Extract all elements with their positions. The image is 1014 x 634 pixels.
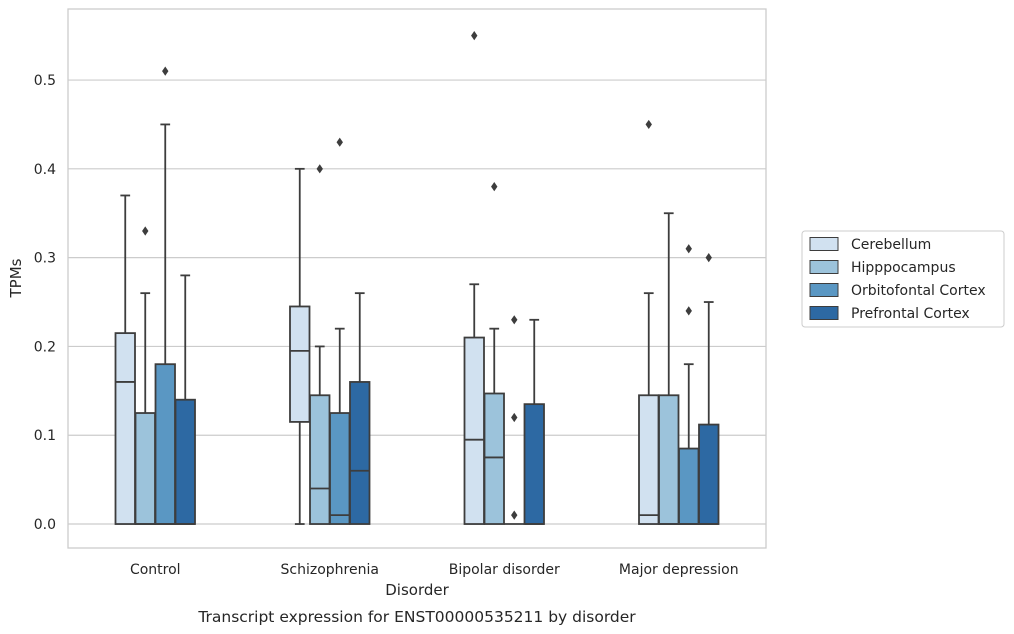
iqr-box xyxy=(309,394,331,525)
y-tick-label: 0.3 xyxy=(34,251,56,267)
y-tick-label: 0.4 xyxy=(34,162,56,178)
box-hipppocampus xyxy=(483,181,505,525)
legend-label: Cerebellum xyxy=(851,237,931,253)
iqr-box xyxy=(289,305,311,423)
y-axis-label: TPMs xyxy=(7,258,25,298)
legend-label: Prefrontal Cortex xyxy=(851,306,970,322)
iqr-box xyxy=(678,447,700,525)
box-hipppocampus xyxy=(134,226,156,525)
outlier-point xyxy=(511,412,518,423)
plot-frame xyxy=(67,8,767,549)
x-tick-label: Control xyxy=(130,562,181,578)
x-tick-label: Major depression xyxy=(619,562,739,578)
box-layer xyxy=(114,31,720,525)
outlier-point xyxy=(316,164,323,174)
iqr-box xyxy=(349,381,371,525)
legend-label: Hipppocampus xyxy=(851,260,956,276)
box-hipppocampus xyxy=(309,164,331,525)
legend-swatch xyxy=(809,237,839,251)
outlier-point xyxy=(685,244,692,254)
box-prefrontal-cortex xyxy=(349,292,371,525)
outlier-point xyxy=(491,181,498,192)
legend-frame xyxy=(801,230,1005,328)
outlier-point xyxy=(162,66,169,76)
box-cerebellum xyxy=(463,31,485,525)
x-tick-labels: Control Schizophrenia Bipolar disorder Majo… xyxy=(130,562,739,578)
outlier-point xyxy=(336,137,343,147)
legend: Cerebellum Hipppocampus Orbitofontal Corte… xyxy=(801,230,1005,328)
y-tick-label: 0.5 xyxy=(34,73,56,89)
outlier-point xyxy=(511,510,518,520)
x-axis-label: Disorder xyxy=(385,581,449,599)
iqr-box xyxy=(154,363,176,525)
box-cerebellum xyxy=(289,167,311,525)
outlier-point xyxy=(511,315,518,325)
y-tick-label: 0.2 xyxy=(34,339,56,355)
x-tick-label: Bipolar disorder xyxy=(449,562,560,578)
iqr-box xyxy=(134,412,156,525)
legend-label: Orbitofontal Cortex xyxy=(851,283,986,299)
iqr-box xyxy=(658,394,680,525)
legend-swatch xyxy=(809,283,839,297)
x-tick-label: Schizophrenia xyxy=(281,562,379,578)
y-tick-labels: 0.0 0.1 0.2 0.3 0.4 0.5 xyxy=(34,73,56,533)
box-prefrontal-cortex xyxy=(523,318,545,525)
iqr-box xyxy=(698,423,720,525)
outlier-point xyxy=(705,253,712,263)
box-orbitofontal-cortex xyxy=(504,315,524,525)
iqr-box xyxy=(483,392,505,525)
outlier-point xyxy=(471,31,478,41)
iqr-box xyxy=(463,336,485,525)
iqr-box xyxy=(114,332,136,525)
outlier-point xyxy=(142,226,149,236)
iqr-box xyxy=(174,398,196,525)
iqr-box xyxy=(329,412,351,525)
iqr-box xyxy=(638,394,660,525)
legend-swatch xyxy=(809,306,839,320)
outlier-point xyxy=(685,306,692,316)
y-tick-label: 0.0 xyxy=(34,517,56,533)
box-orbitofontal-cortex xyxy=(329,137,351,525)
box-prefrontal-cortex xyxy=(174,274,196,525)
y-tick-label: 0.1 xyxy=(34,428,56,444)
box-orbitofontal-cortex xyxy=(678,244,700,525)
box-cerebellum xyxy=(114,194,136,525)
chart-caption: Transcript expression for ENST0000053521… xyxy=(197,608,636,626)
box-prefrontal-cortex xyxy=(698,253,720,525)
outlier-point xyxy=(645,119,652,130)
legend-swatch xyxy=(809,260,839,274)
iqr-box xyxy=(523,403,545,525)
